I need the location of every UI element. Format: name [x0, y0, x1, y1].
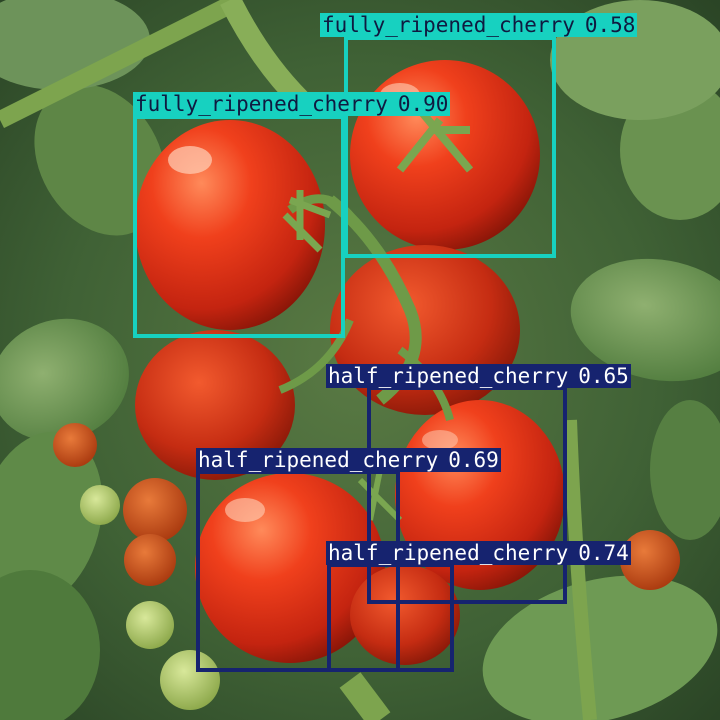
detection-box — [133, 115, 345, 338]
detection-class: half_ripened_cherry — [328, 541, 569, 565]
detection-label: half_ripened_cherry 0.69 — [196, 448, 501, 472]
detection-label: half_ripened_cherry 0.74 — [326, 541, 631, 565]
detection-class: half_ripened_cherry — [198, 448, 439, 472]
detection-label: fully_ripened_cherry 0.58 — [320, 13, 638, 37]
detection-confidence: 0.69 — [448, 448, 499, 472]
detection-box — [327, 563, 454, 672]
detection-confidence: 0.74 — [578, 541, 629, 565]
detection-label: half_ripened_cherry 0.65 — [326, 364, 631, 388]
detection-box — [367, 386, 567, 604]
detection-class: fully_ripened_cherry — [135, 92, 388, 116]
detection-confidence: 0.65 — [578, 364, 629, 388]
detection-confidence: 0.58 — [584, 13, 636, 37]
detection-class: half_ripened_cherry — [328, 364, 569, 388]
detection-confidence: 0.90 — [397, 92, 449, 116]
detection-label: fully_ripened_cherry 0.90 — [133, 92, 451, 116]
detection-class: fully_ripened_cherry — [322, 13, 575, 37]
detection-box — [344, 36, 556, 258]
detection-box — [196, 470, 400, 672]
